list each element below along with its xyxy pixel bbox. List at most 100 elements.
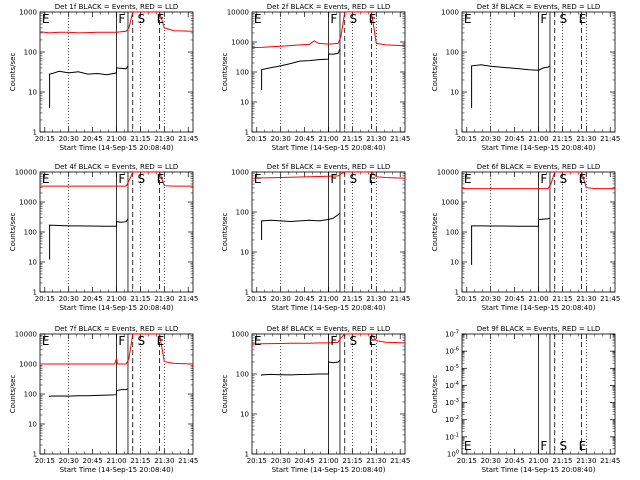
y-tick-label: 100 <box>24 229 37 237</box>
y-tick-label: 1000 <box>231 331 249 339</box>
y-axis-label: Counts/sec <box>221 375 229 414</box>
y-tick-label: 10-2 <box>445 415 459 424</box>
x-tick-label: 20:30 <box>271 295 291 303</box>
y-tick-label: 10 <box>240 99 249 107</box>
y-tick-label: 1 <box>455 129 459 137</box>
time-marker-annotation: E <box>464 439 472 453</box>
panel-title: Det 9f BLACK = Events, RED = LLD <box>477 325 600 333</box>
time-marker-annotation: E <box>157 334 165 348</box>
time-marker-annotation: E <box>42 12 50 26</box>
x-tick-label: 21:45 <box>390 295 410 303</box>
time-marker-annotation: S <box>350 12 358 26</box>
x-tick-label: 21:15 <box>552 295 572 303</box>
x-tick-label: 21:00 <box>318 295 338 303</box>
x-tick-label: 21:30 <box>366 135 386 143</box>
x-tick-label: 21:15 <box>342 295 362 303</box>
y-tick-label: 100 <box>236 209 249 217</box>
time-marker-annotation: F <box>540 439 547 453</box>
y-tick-label: 10 <box>450 259 459 267</box>
y-tick-label: 100 <box>236 371 249 379</box>
time-marker-annotation: S <box>138 172 146 186</box>
panel-title: Det 4f BLACK = Events, RED = LLD <box>55 163 178 171</box>
y-tick-label: 1 <box>455 289 459 297</box>
lld-series-line <box>252 334 405 345</box>
detector-panel-4: Det 4f BLACK = Events, RED = LLD 1 10 100 10… <box>9 163 198 312</box>
time-marker-annotation: E <box>42 172 50 186</box>
time-marker-annotation: E <box>157 12 165 26</box>
time-marker-annotation: F <box>118 12 125 26</box>
y-tick-label: 10 <box>240 411 249 419</box>
time-marker-annotation: F <box>330 12 337 26</box>
x-tick-label: 20:45 <box>295 457 315 465</box>
y-tick-label: 10000 <box>15 331 37 339</box>
x-tick-label: 20:15 <box>457 457 477 465</box>
time-marker-annotation: F <box>330 334 337 348</box>
y-axis-label: Counts/sec <box>431 213 439 252</box>
y-tick-label: 10 <box>28 259 37 267</box>
x-tick-label: 20:45 <box>295 135 315 143</box>
x-tick-label: 21:00 <box>106 295 126 303</box>
x-tick-label: 20:30 <box>59 295 79 303</box>
x-tick-label: 20:45 <box>83 295 103 303</box>
x-tick-label: 20:45 <box>505 295 525 303</box>
events-series-line <box>261 212 341 240</box>
x-axis-label: Start Time (14-Sep-15 20:08:40) <box>60 466 174 474</box>
y-tick-label: 1000 <box>231 39 249 47</box>
y-tick-label: 10000 <box>15 169 37 177</box>
x-tick-label: 21:30 <box>366 457 386 465</box>
y-axis-label: Counts/sec <box>221 213 229 252</box>
time-marker-annotation: S <box>350 172 358 186</box>
lld-series-line <box>252 172 405 179</box>
y-tick-label: 100 <box>24 391 37 399</box>
x-axis-label: Start Time (14-Sep-15 20:08:40) <box>60 304 174 312</box>
x-tick-label: 21:00 <box>528 457 548 465</box>
x-tick-label: 20:15 <box>35 295 55 303</box>
time-marker-annotation: E <box>157 172 165 186</box>
time-marker-annotation: E <box>464 12 472 26</box>
y-axis-label: Counts/sec <box>221 53 229 92</box>
panel-title: Det 8f BLACK = Events, RED = LLD <box>267 325 390 333</box>
x-tick-label: 20:15 <box>247 135 267 143</box>
y-tick-label: 10-5 <box>445 364 459 373</box>
time-marker-annotation: S <box>138 334 146 348</box>
x-tick-label: 21:15 <box>342 457 362 465</box>
lld-series-line <box>40 172 193 187</box>
y-tick-label: 1 <box>33 289 37 297</box>
lld-series-line <box>462 172 615 190</box>
x-tick-label: 20:45 <box>83 457 103 465</box>
y-tick-label: 10-3 <box>445 398 459 407</box>
x-tick-label: 20:30 <box>481 295 501 303</box>
x-tick-label: 20:30 <box>59 135 79 143</box>
y-tick-label: 1000 <box>441 199 459 207</box>
y-tick-label: 10000 <box>437 169 459 177</box>
x-axis-label: Start Time (14-Sep-15 20:08:40) <box>60 144 174 152</box>
time-marker-annotation: F <box>118 172 125 186</box>
x-tick-label: 20:15 <box>457 135 477 143</box>
lld-series-line <box>40 12 193 34</box>
time-marker-annotation: F <box>330 172 337 186</box>
y-tick-label: 10000 <box>227 9 249 17</box>
x-tick-label: 21:30 <box>576 457 596 465</box>
y-tick-label: 10-4 <box>445 381 459 390</box>
time-marker-annotation: S <box>560 439 568 453</box>
events-series-line <box>471 217 551 265</box>
events-series-line <box>49 218 129 260</box>
x-axis-label: Start Time (14-Sep-15 20:08:40) <box>482 144 596 152</box>
time-marker-annotation: E <box>42 334 50 348</box>
x-axis-label: Start Time (14-Sep-15 20:08:40) <box>272 466 386 474</box>
lld-series-line <box>252 12 405 49</box>
time-marker-annotation: E <box>369 12 377 26</box>
time-marker-annotation: E <box>579 172 587 186</box>
x-tick-label: 21:45 <box>178 135 198 143</box>
y-axis-label: Counts/sec <box>9 213 17 252</box>
y-tick-label: 10 <box>450 89 459 97</box>
x-tick-label: 21:30 <box>576 295 596 303</box>
x-tick-label: 20:15 <box>35 135 55 143</box>
x-axis-label: Start Time (14-Sep-15 20:08:40) <box>272 144 386 152</box>
x-tick-label: 20:30 <box>481 457 501 465</box>
time-marker-annotation: E <box>369 172 377 186</box>
x-tick-label: 21:15 <box>130 295 150 303</box>
panel-title: Det 1f BLACK = Events, RED = LLD <box>55 3 178 11</box>
x-tick-label: 20:30 <box>481 135 501 143</box>
